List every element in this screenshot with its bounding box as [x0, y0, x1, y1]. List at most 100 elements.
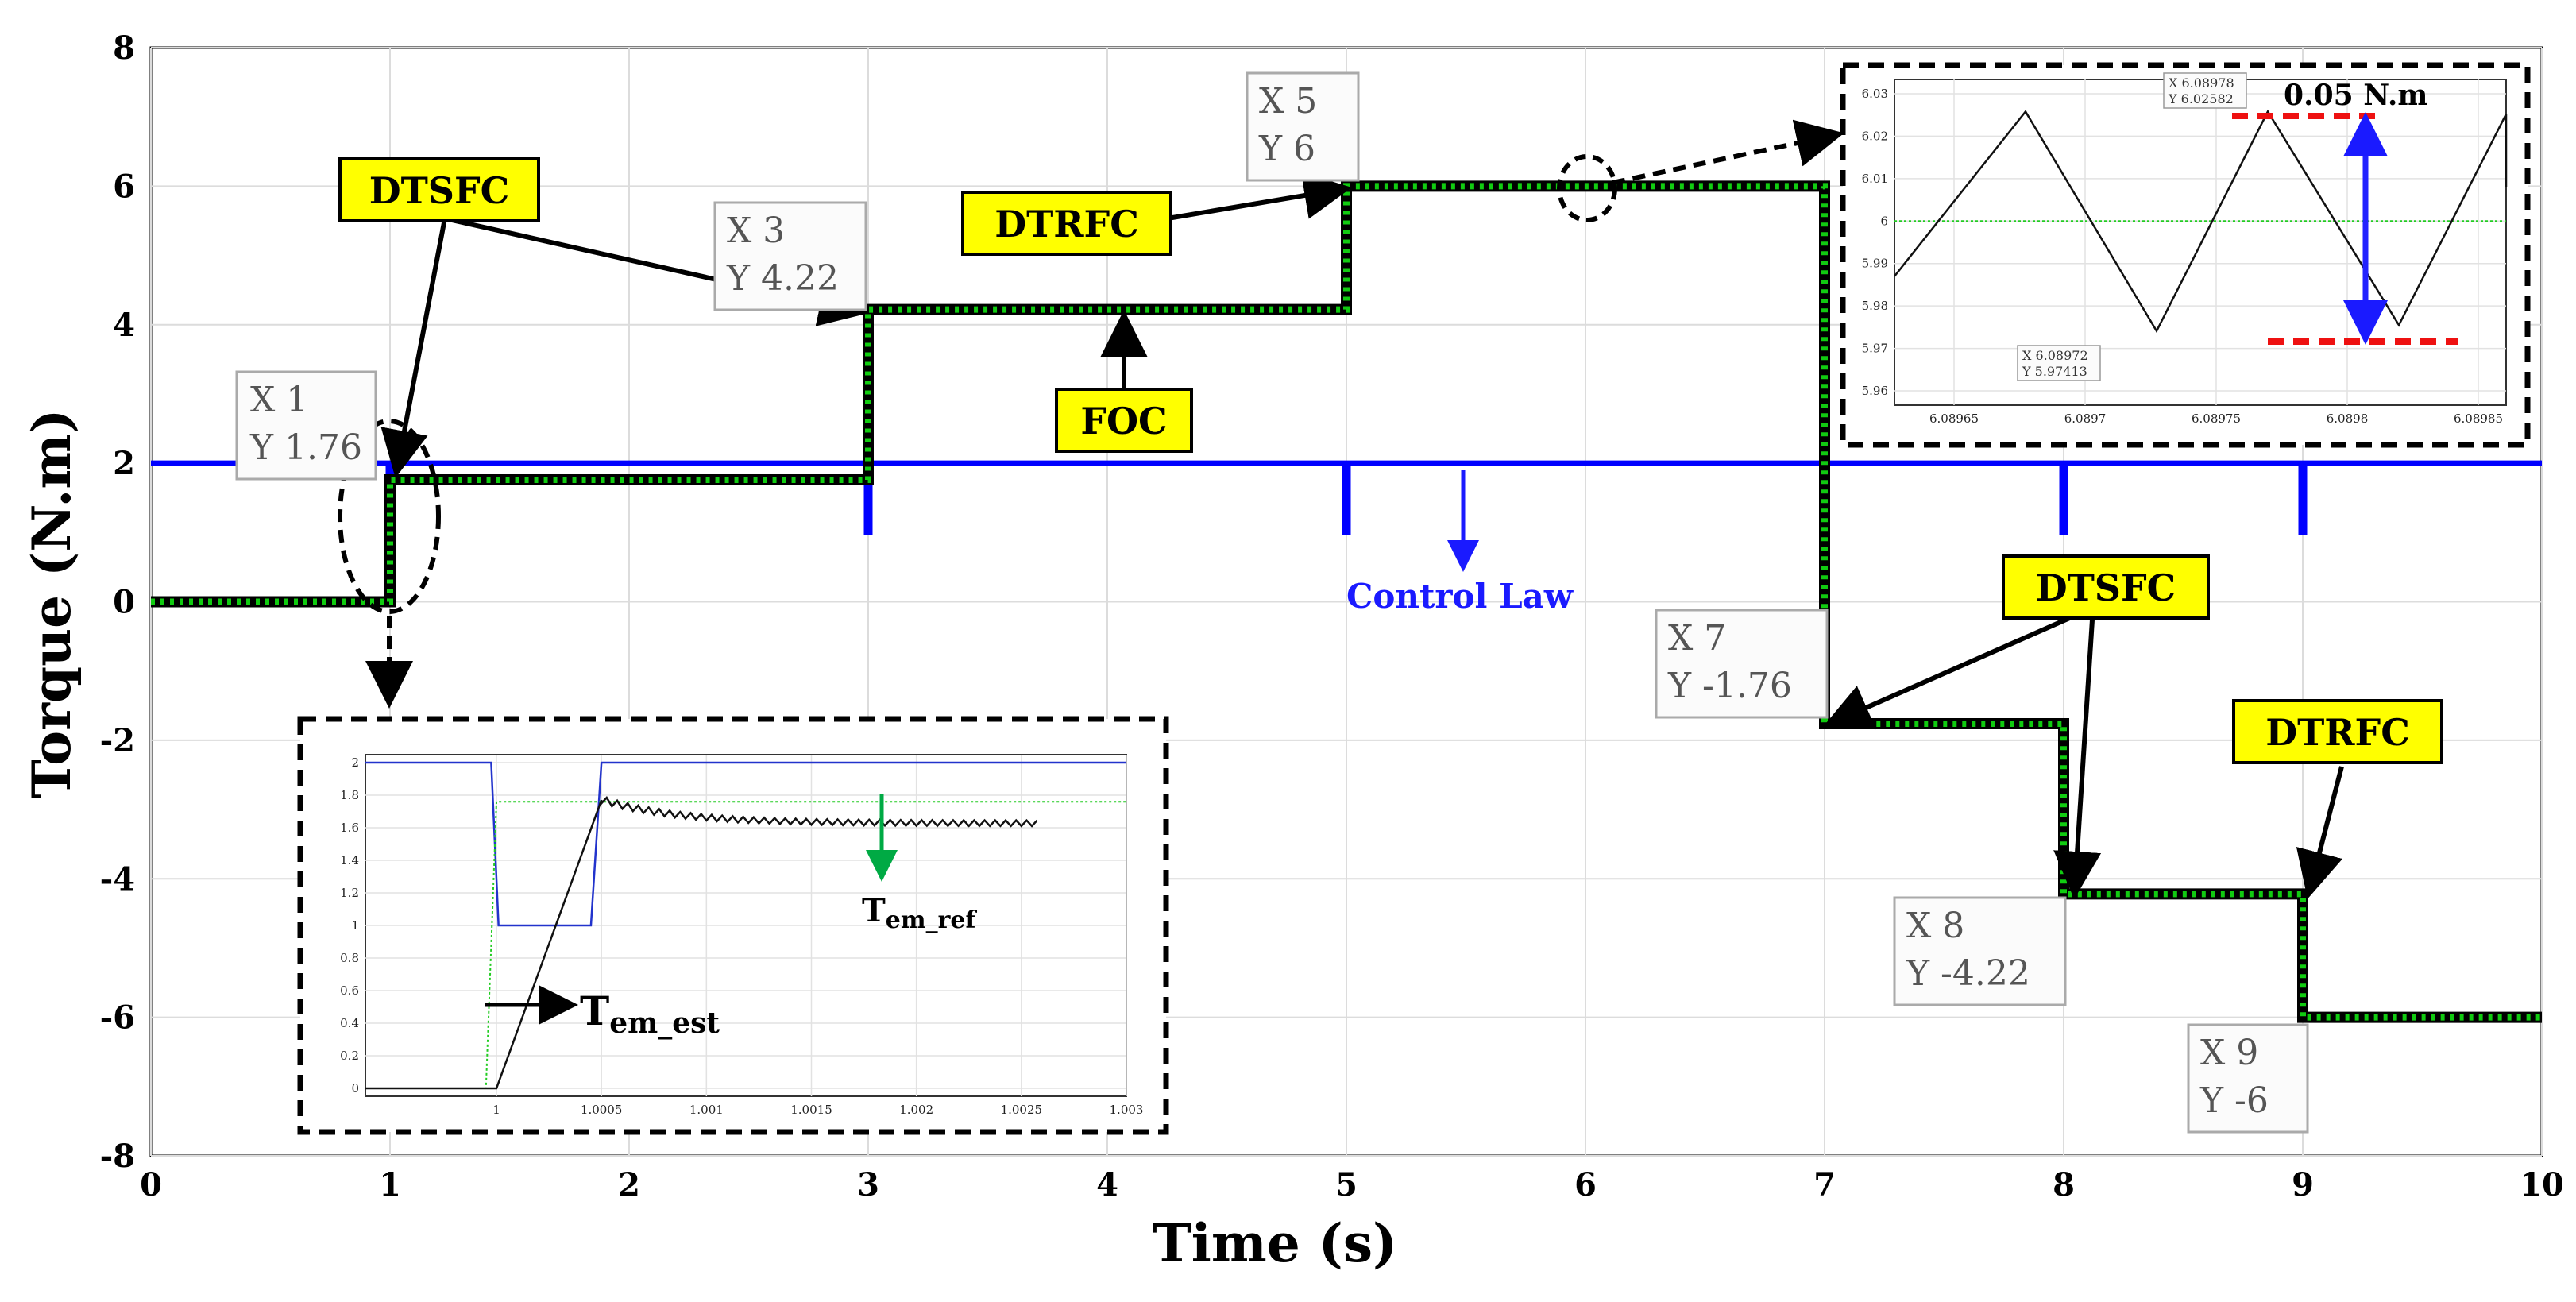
inset-bottom-ytick: 1.4	[340, 853, 359, 867]
x-tick-label: 1	[379, 1166, 401, 1203]
x-tick-label: 9	[2292, 1166, 2314, 1203]
svg-text:X 6.08972: X 6.08972	[2022, 348, 2088, 363]
control-law-label: Control Law	[1346, 577, 1574, 616]
t-em-est-label: Tem_est	[580, 987, 720, 1040]
zoom-circle-bottom	[338, 419, 441, 614]
inset-top-lines	[1894, 109, 2508, 334]
inset-zoom-ripple: 6.08965 6.0897 6.08975 6.0898 6.08985 6.03 6.0…	[1840, 62, 2531, 448]
inset-bottom-xtick: 1.002	[899, 1103, 933, 1117]
inset-top-ytick: 6	[1880, 214, 1888, 228]
y-tick-label: 4	[113, 307, 135, 344]
inset-top-axes	[1894, 79, 2507, 406]
svg-text:Y 6.02582: Y 6.02582	[2168, 91, 2234, 106]
svg-text:Y 6: Y 6	[1258, 129, 1315, 169]
x-tick-label: 3	[857, 1166, 879, 1203]
y-axis-title: Torque (N.m)	[21, 409, 83, 799]
inset-top-ripple	[1894, 109, 2508, 334]
inset-bottom-ytick: 0	[351, 1081, 359, 1095]
x-tick-label: 8	[2053, 1166, 2075, 1203]
x-tick-label: 5	[1335, 1166, 1358, 1203]
zoom-arrow-top	[1612, 119, 1844, 185]
inset-bottom-xtick: 1.003	[1110, 1103, 1144, 1117]
inset-bottom-ytick: 1	[351, 918, 359, 933]
t-em-ref-label: Tem_ref	[862, 892, 977, 934]
x-tick-label: 0	[140, 1166, 162, 1203]
callout-dtsfc-1: DTSFC	[338, 157, 540, 222]
x-axis-title: Time (s)	[1153, 1212, 1398, 1274]
callout-dtrfc-1: DTRFC	[961, 191, 1172, 256]
inset-top-ytick: 5.96	[1862, 384, 1888, 398]
callout-foc: FOC	[1055, 388, 1193, 453]
svg-text:Y -6: Y -6	[2199, 1080, 2269, 1121]
inset-top-tip-peak: X 6.08978 Y 6.02582	[2163, 72, 2247, 109]
inset-bottom-control-law	[365, 761, 1126, 927]
inset-bottom-xtick: 1	[492, 1103, 500, 1117]
inset-top-xtick: 6.0897	[2064, 411, 2107, 426]
svg-text:Y -4.22: Y -4.22	[1906, 953, 2030, 994]
datatip-5: X 5 Y 6	[1246, 71, 1360, 182]
inset-bottom-ytick: 0.2	[340, 1049, 359, 1063]
inset-bottom-xtick: 1.0025	[1001, 1103, 1043, 1117]
inset-top-tip-valley: X 6.08972 Y 5.97413	[2017, 345, 2101, 381]
x-tick-label: 4	[1096, 1166, 1118, 1203]
inset-top-xtick: 6.08975	[2192, 411, 2241, 426]
inset-top-ytick: 5.97	[1862, 342, 1888, 356]
series-control-law	[151, 460, 2542, 535]
inset-bottom-reference	[365, 801, 1126, 1089]
series-torque-reference	[151, 183, 2542, 1021]
inset-top-ytick: 6.02	[1862, 129, 1888, 143]
svg-text:X 5: X 5	[1259, 81, 1317, 122]
inset-bottom-xtick: 1.0005	[581, 1103, 623, 1117]
inset-top-ytick: 6.03	[1862, 87, 1888, 101]
inset-bottom-ytick: 0.6	[340, 983, 359, 998]
zoom-circle-top	[1557, 154, 1617, 222]
inset-bottom-ytick: 1.2	[340, 886, 359, 900]
y-tick-label: -2	[100, 722, 135, 759]
datatip-3: X 3 Y 4.22	[713, 201, 867, 311]
inset-bottom-ytick: 0.4	[340, 1016, 359, 1030]
inset-bottom-ytick: 1.8	[340, 788, 359, 802]
inset-top-xtick: 6.0898	[2327, 411, 2369, 426]
y-tick-label: -8	[100, 1138, 135, 1175]
svg-text:X 1: X 1	[250, 380, 308, 420]
svg-text:Y 4.22: Y 4.22	[726, 258, 839, 299]
svg-text:X 8: X 8	[1906, 906, 1964, 946]
y-tick-label: 0	[113, 584, 135, 621]
svg-text:X 7: X 7	[1668, 618, 1726, 659]
svg-text:X 3: X 3	[727, 211, 785, 251]
svg-text:Y 1.76: Y 1.76	[249, 427, 362, 468]
inset-bottom-grid: 1 1.0005 1.001 1.0015 1.002 1.0025 1.003 0 0.2 0.…	[340, 755, 1143, 1117]
datatip-7: X 7 Y -1.76	[1655, 609, 1829, 719]
inset-bottom-ytick: 2	[351, 755, 359, 770]
svg-text:X 9: X 9	[2200, 1033, 2258, 1073]
x-tick-label: 2	[618, 1166, 640, 1203]
svg-text:DTRFC: DTRFC	[2265, 711, 2410, 754]
svg-text:Y 5.97413: Y 5.97413	[2022, 364, 2087, 379]
series-layer	[151, 180, 2542, 1023]
svg-text:FOC: FOC	[1080, 400, 1167, 442]
x-tick-label: 10	[2520, 1166, 2564, 1203]
inset-bottom-ytick: 1.6	[340, 821, 359, 835]
callout-dtrfc-2: DTRFC	[2232, 699, 2443, 764]
inset-bottom-lines	[365, 761, 1126, 1090]
y-tick-label: 6	[113, 168, 135, 205]
svg-text:DTSFC: DTSFC	[369, 169, 510, 212]
y-tick-label: 8	[113, 29, 135, 67]
inset-zoom-step: 1 1.0005 1.001 1.0015 1.002 1.0025 1.003 0 0.2 0.…	[297, 716, 1169, 1135]
svg-text:DTRFC: DTRFC	[994, 203, 1139, 245]
datatip-1: X 1 Y 1.76	[235, 370, 377, 481]
x-tick-label: 7	[1813, 1166, 1836, 1203]
datatip-8: X 8 Y -4.22	[1893, 896, 2067, 1006]
inset-bottom-xtick: 1.0015	[790, 1103, 832, 1117]
y-tick-label: 2	[113, 445, 135, 482]
ripple-label: 0.05 N.m	[2284, 79, 2427, 112]
y-tick-label: -4	[100, 860, 135, 898]
inset-top-xtick: 6.08965	[1929, 411, 1979, 426]
svg-text:DTSFC: DTSFC	[2036, 566, 2176, 609]
inset-top-ytick: 5.99	[1862, 257, 1888, 271]
inset-bottom-ytick: 0.8	[340, 951, 359, 965]
x-tick-label: 6	[1574, 1166, 1597, 1203]
svg-text:X 6.08978: X 6.08978	[2169, 75, 2234, 91]
